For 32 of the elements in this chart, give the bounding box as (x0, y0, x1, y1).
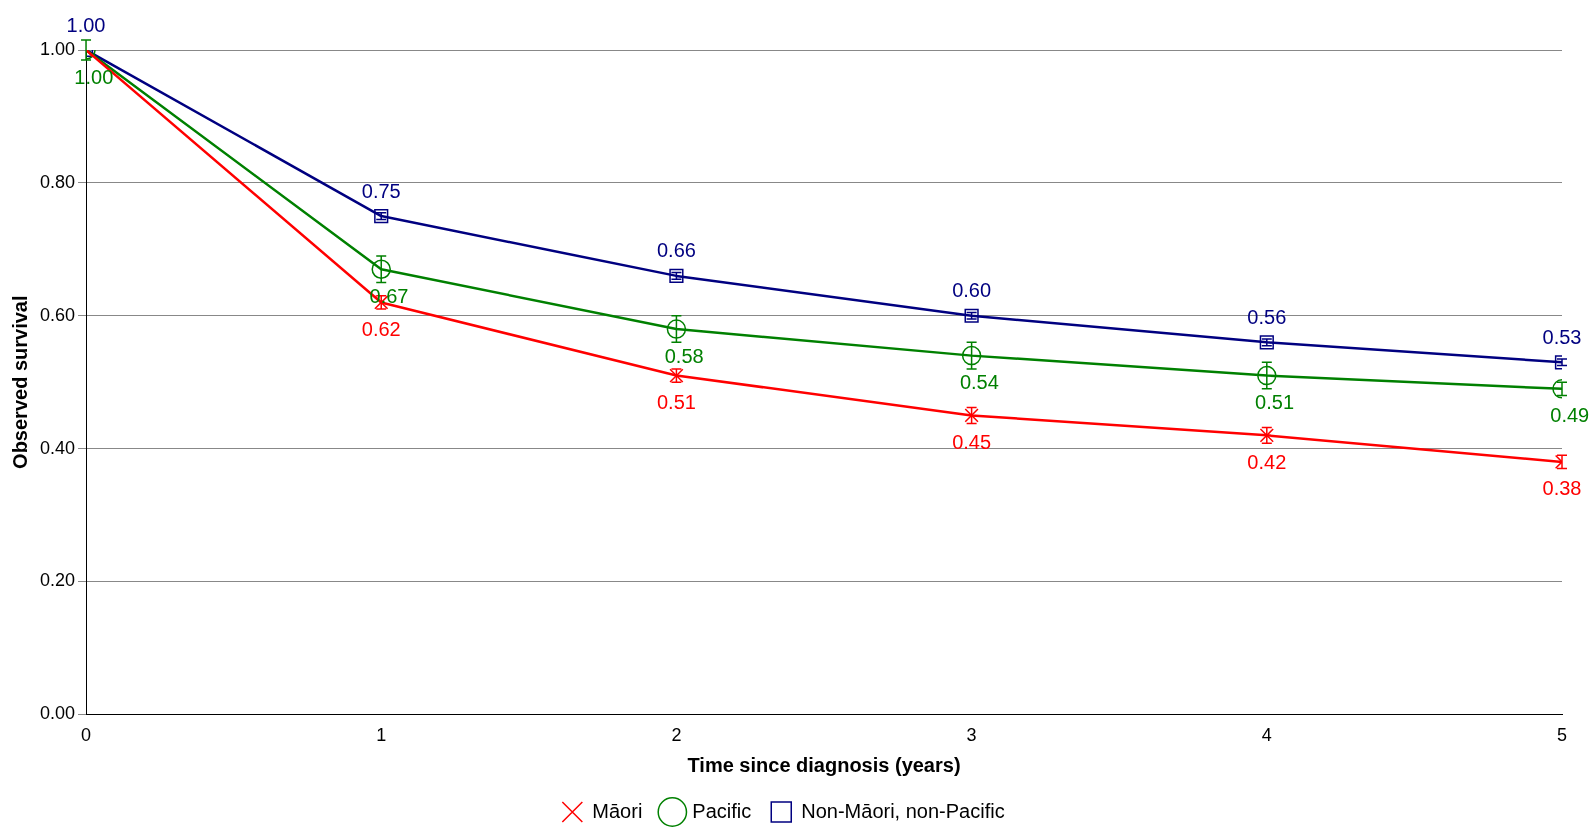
data-label: 1.00 (66, 13, 106, 36)
x-tick-label: 2 (671, 725, 682, 746)
x-tick-label: 5 (1556, 725, 1568, 746)
x-axis-title: Time since diagnosis (years) (687, 753, 961, 776)
data-label: 0.51 (656, 391, 696, 414)
data-label: 0.53 (1542, 325, 1582, 348)
data-label: 0.62 (361, 317, 401, 340)
data-label: 0.51 (1255, 391, 1295, 414)
y-tick-label: 0.00 (39, 703, 76, 724)
data-label: 0.38 (1542, 477, 1582, 500)
data-label: 0.75 (361, 179, 401, 202)
legend-label: Māori (592, 799, 643, 822)
y-axis-title: Observed survival (8, 295, 31, 469)
y-tick-label: 0.40 (39, 437, 76, 458)
data-label: 0.58 (664, 344, 704, 367)
x-tick-label: 4 (1261, 725, 1272, 746)
y-tick-label: 1.00 (39, 38, 76, 59)
data-label: 0.45 (952, 430, 992, 453)
y-tick-label: 0.20 (39, 570, 76, 591)
data-label: 0.42 (1247, 450, 1287, 473)
y-tick-label: 0.80 (39, 171, 76, 192)
data-label: 0.49 (1550, 404, 1590, 427)
x-tick-label: 3 (966, 725, 977, 746)
y-tick-label: 0.60 (39, 304, 76, 325)
data-label: 0.56 (1247, 305, 1287, 328)
legend-label: Pacific (692, 799, 752, 822)
x-tick-label: 1 (376, 725, 387, 746)
data-label: 0.54 (959, 371, 999, 394)
legend-label: Non-Māori, non-Pacific (801, 799, 1005, 822)
data-label: 0.66 (656, 239, 696, 262)
x-tick-label: 0 (81, 725, 92, 746)
data-label: 0.60 (952, 279, 992, 302)
